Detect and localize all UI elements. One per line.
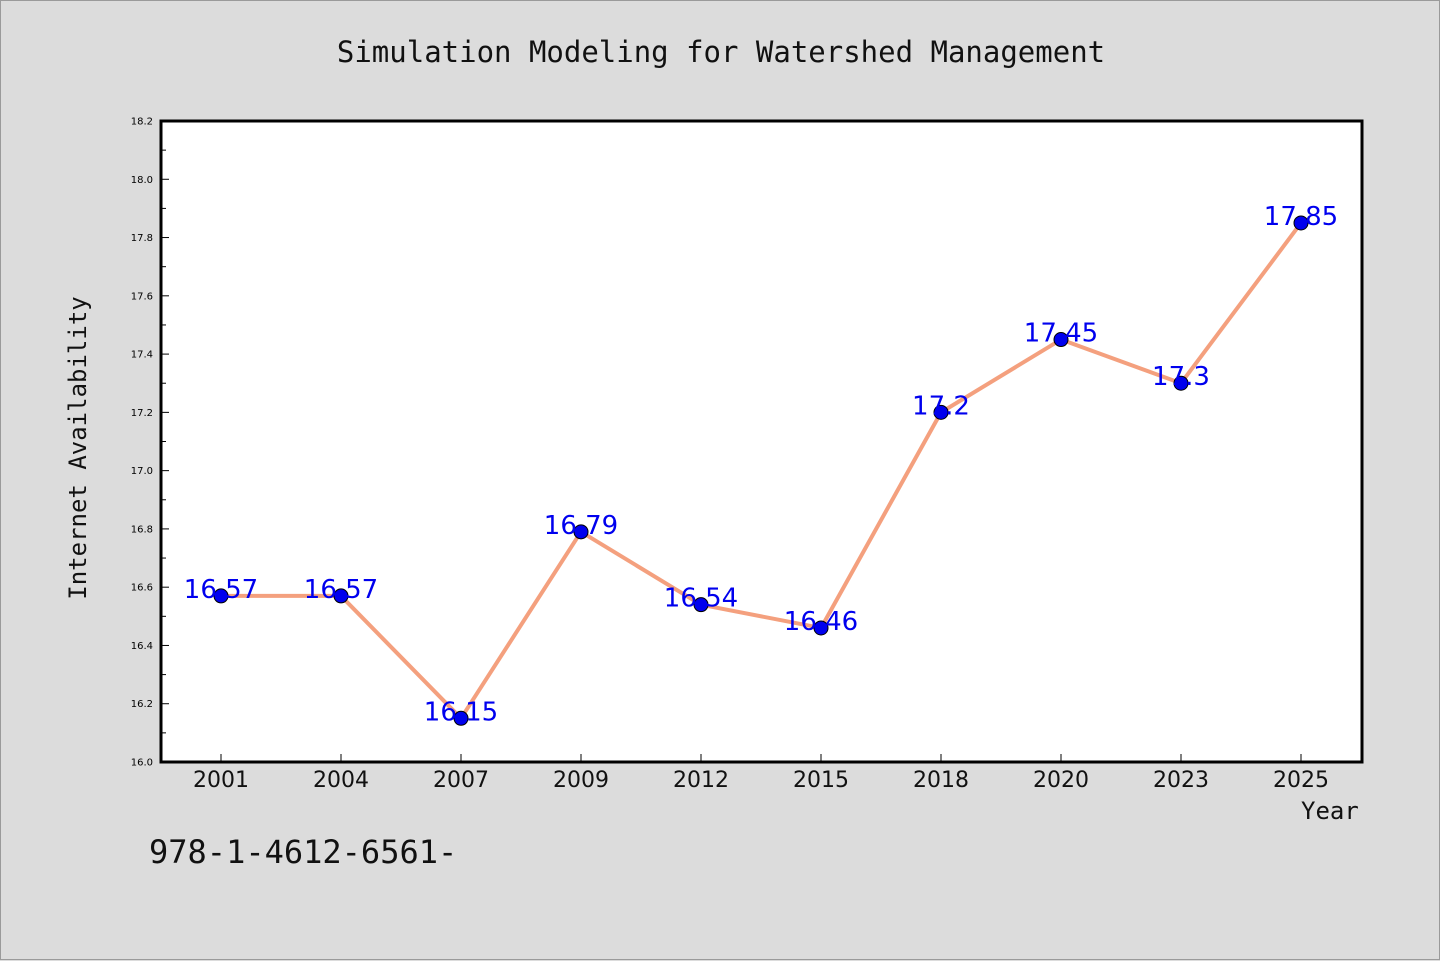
y-tick-label: 17.6 [131,291,153,302]
x-tick-label: 2004 [313,768,369,793]
y-tick-label: 16.8 [131,524,153,535]
data-label: 16.54 [664,584,738,614]
x-tick-label: 2007 [433,768,489,793]
y-tick-label: 17.0 [131,466,153,477]
data-label: 17.45 [1024,319,1098,349]
y-tick-label: 16.4 [131,641,153,652]
data-label: 17.85 [1264,202,1338,232]
y-tick-label: 17.4 [131,350,153,361]
y-tick-label: 17.8 [131,233,153,244]
series-line-group [221,221,1303,721]
data-label: 16.57 [184,575,258,605]
data-point [1173,375,1189,391]
y-tick-label: 16.2 [131,699,153,710]
data-label: 17.2 [912,391,970,421]
y-tick-label: 17.2 [131,408,153,419]
y-tick-label: 18.2 [131,117,153,128]
x-tick-label: 2018 [913,768,969,793]
x-axis-label: Year [1301,797,1359,825]
data-label: 16.79 [544,511,618,541]
x-tick-label: 2020 [1033,768,1089,793]
data-point [573,524,589,540]
x-tick-label: 2025 [1273,768,1329,793]
data-label: 16.57 [304,575,378,605]
data-point [813,620,829,636]
x-tick-label: 2012 [673,768,729,793]
data-point [453,710,469,726]
series-line [221,221,1303,721]
data-labels: 16.57 16.57 16.15 16.79 16.54 16.46 17.2 17.45 1… [184,202,1338,727]
data-points [213,215,1309,726]
y-axis: 16.0 16.2 16.4 16.6 16.8 17.0 17.2 17.4 17.6 17.8… [131,117,169,769]
x-axis: 2001 2004 2007 2009 2012 2015 2018 2020 2023 2025 [193,754,1329,793]
y-tick-label: 16.0 [131,758,153,769]
x-tick-label: 2023 [1153,768,1209,793]
data-label: 17.3 [1152,362,1210,392]
x-tick-label: 2009 [553,768,609,793]
data-point [1053,332,1069,348]
data-label: 16.46 [784,607,858,637]
x-tick-label: 2001 [193,768,249,793]
y-tick-label: 16.6 [131,583,153,594]
x-tick-label: 2015 [793,768,849,793]
y-tick-label: 18.0 [131,175,153,186]
data-point [213,588,229,604]
data-point [1293,215,1309,231]
plot-area [159,119,1364,764]
data-point [933,404,949,420]
chart-title: Simulation Modeling for Watershed Manage… [336,35,1106,69]
footnote-text: 978-1-4612-6561- [149,833,458,871]
data-label: 16.15 [424,697,498,727]
data-point [333,588,349,604]
data-point [693,597,709,613]
